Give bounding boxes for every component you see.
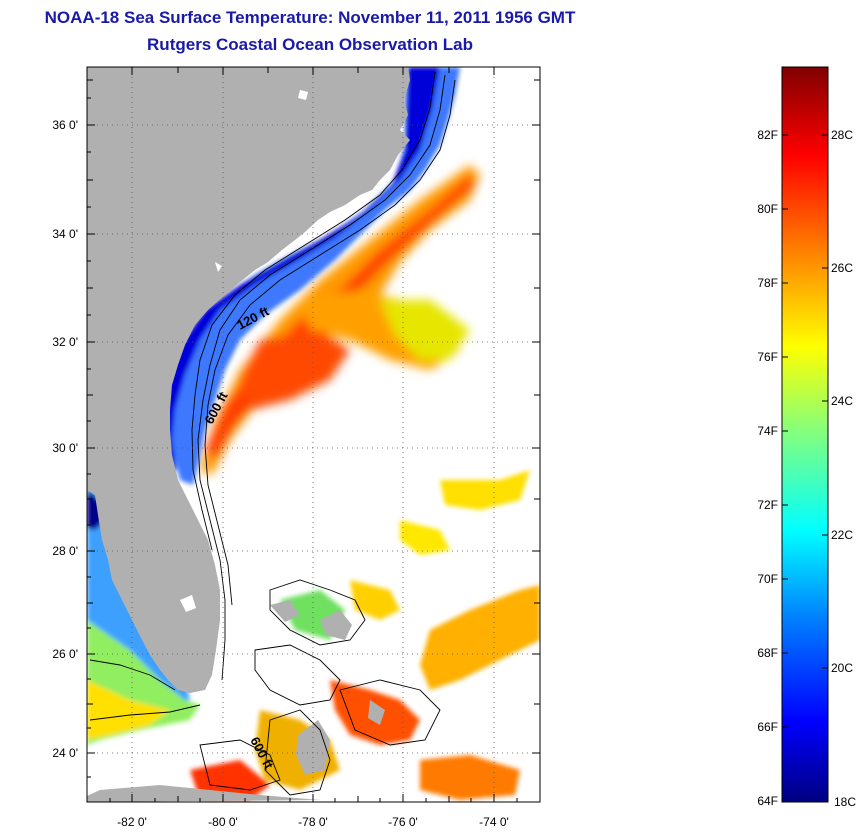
map-subtitle: Rutgers Coastal Ocean Observation Lab bbox=[147, 35, 473, 54]
cb-label-70F: 70F bbox=[757, 572, 778, 586]
cb-label-28C: 28C bbox=[831, 128, 854, 142]
land-bahamas-islands bbox=[270, 600, 385, 725]
lat-label-28: 28 0' bbox=[52, 544, 78, 558]
lat-label-32: 32 0' bbox=[52, 335, 78, 349]
cb-label-68F: 68F bbox=[757, 646, 778, 660]
cb-label-26C: 26C bbox=[831, 261, 854, 275]
lat-axis-labels: 36 0' 34 0' 32 0' 30 0' 28 0' 26 0' 24 0… bbox=[0, 0, 78, 832]
lat-label-36: 36 0' bbox=[52, 118, 78, 132]
lat-label-30: 30 0' bbox=[52, 441, 78, 455]
land-us-coast bbox=[87, 67, 410, 693]
sst-bahamas-patches bbox=[190, 470, 540, 800]
colorbar-ticks bbox=[782, 134, 828, 728]
cb-label-20C: 20C bbox=[831, 661, 854, 675]
lon-label-78: -78 0' bbox=[298, 815, 328, 829]
cb-label-82F: 82F bbox=[757, 128, 778, 142]
lon-label-76: -76 0' bbox=[388, 815, 418, 829]
cb-label-66F: 66F bbox=[757, 720, 778, 734]
sst-warm-band bbox=[200, 165, 480, 475]
cb-label-76F: 76F bbox=[757, 350, 778, 364]
inland-lakes bbox=[180, 90, 308, 612]
lat-label-24: 24 0' bbox=[52, 746, 78, 760]
map-tick-marks bbox=[87, 67, 540, 802]
cb-label-72F: 72F bbox=[757, 498, 778, 512]
cb-label-64F: 64F bbox=[757, 794, 778, 808]
lon-label-74: -74 0' bbox=[479, 815, 509, 829]
cb-label-80F: 80F bbox=[757, 202, 778, 216]
land-cuba bbox=[87, 785, 320, 802]
bathymetry-contours bbox=[89, 71, 456, 796]
map-title: NOAA-18 Sea Surface Temperature: Novembe… bbox=[44, 8, 576, 27]
graticule bbox=[87, 67, 540, 802]
lat-label-34: 34 0' bbox=[52, 227, 78, 241]
lon-label-82: -82 0' bbox=[117, 815, 147, 829]
cb-label-18C: 18C bbox=[834, 795, 857, 809]
lat-label-26: 26 0' bbox=[52, 647, 78, 661]
cb-label-22C: 22C bbox=[831, 528, 854, 542]
cb-label-78F: 78F bbox=[757, 276, 778, 290]
lon-label-80: -80 0' bbox=[208, 815, 238, 829]
cb-label-74F: 74F bbox=[757, 424, 778, 438]
cb-label-24C: 24C bbox=[831, 394, 854, 408]
colorbar bbox=[781, 66, 829, 803]
